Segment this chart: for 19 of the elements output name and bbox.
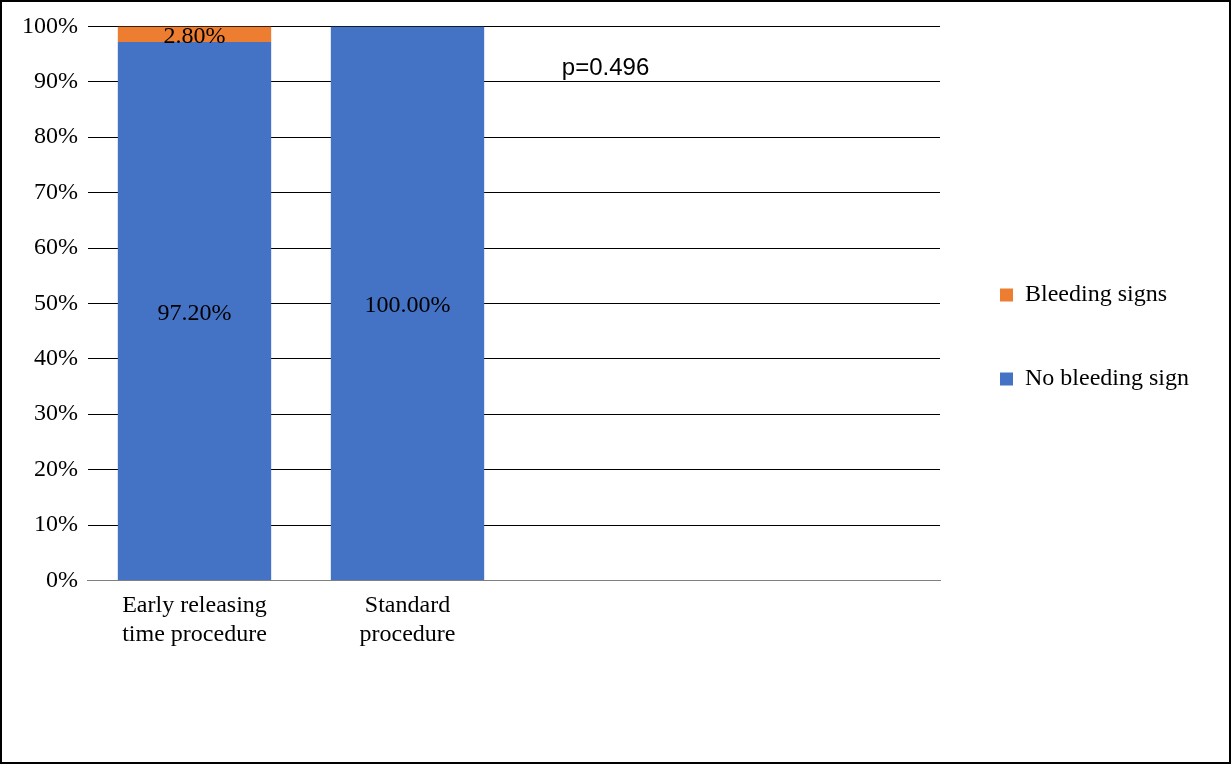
data-label: 97.20% [157,299,232,326]
y-tick-label: 30% [33,399,78,426]
y-tick-label: 0% [45,565,78,592]
y-tick-label: 50% [33,288,78,315]
legend-label: Bleeding signs [1025,280,1168,307]
y-tick-label: 60% [33,233,78,260]
data-label: 100.00% [364,291,451,318]
legend-label: No bleeding sign [1025,364,1189,391]
y-tick-label: 80% [33,122,78,149]
annotation: p=0.496 [561,53,650,81]
x-tick-label: Early releasing time procedure [122,591,267,646]
y-tick-label: 90% [33,67,78,94]
y-tick-label: 20% [33,454,78,481]
y-tick-label: 40% [33,344,78,371]
y-tick-label: 70% [33,177,78,204]
y-tick-label: 100% [21,11,78,38]
data-label: 2.80% [163,22,226,49]
y-tick-label: 10% [33,510,78,537]
x-tick-label: Standard procedure [359,591,456,646]
